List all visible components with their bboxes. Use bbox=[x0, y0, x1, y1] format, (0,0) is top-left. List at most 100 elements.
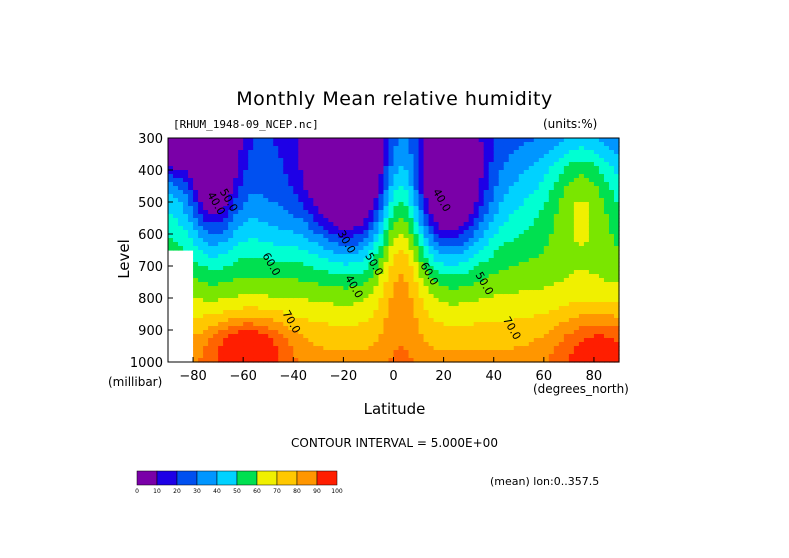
heat-cell bbox=[293, 294, 299, 299]
heat-cell bbox=[188, 158, 194, 163]
heat-cell bbox=[453, 230, 460, 235]
heat-cell bbox=[493, 242, 500, 247]
heat-cell bbox=[538, 330, 545, 335]
heat-cell bbox=[413, 190, 420, 195]
heat-cell bbox=[598, 186, 605, 191]
heat-cell bbox=[588, 158, 595, 163]
heat-cell bbox=[403, 202, 410, 207]
heat-cell bbox=[508, 246, 515, 251]
heat-cell bbox=[273, 298, 279, 303]
heat-cell bbox=[348, 162, 355, 167]
heat-cell bbox=[298, 250, 304, 255]
heat-cell bbox=[498, 254, 505, 259]
heat-cell bbox=[428, 210, 435, 215]
heat-cell bbox=[393, 142, 400, 147]
heat-cell bbox=[238, 318, 244, 323]
heat-cell bbox=[533, 194, 540, 199]
heat-cell bbox=[348, 350, 355, 355]
heat-cell bbox=[263, 266, 269, 271]
heat-cell bbox=[323, 150, 329, 155]
heat-cell bbox=[438, 318, 445, 323]
heat-cell bbox=[328, 322, 334, 327]
heat-cell bbox=[558, 286, 565, 291]
heat-cell bbox=[528, 330, 535, 335]
heat-cell bbox=[543, 354, 550, 359]
heat-cell bbox=[378, 186, 385, 191]
heat-cell bbox=[348, 278, 355, 283]
heat-cell bbox=[293, 350, 299, 355]
heat-cell bbox=[443, 302, 450, 307]
heat-cell bbox=[608, 238, 615, 243]
heat-cell bbox=[223, 178, 229, 183]
heat-cell bbox=[578, 350, 585, 355]
heat-cell bbox=[233, 218, 239, 223]
heat-cell bbox=[533, 242, 540, 247]
heat-cell bbox=[558, 338, 565, 343]
heat-cell bbox=[248, 330, 254, 335]
heat-cell bbox=[323, 246, 329, 251]
heat-cell bbox=[268, 254, 274, 259]
heat-cell bbox=[498, 174, 505, 179]
heat-cell bbox=[533, 282, 540, 287]
heat-cell bbox=[403, 274, 410, 279]
heat-cell bbox=[393, 278, 400, 283]
heat-cell bbox=[543, 270, 550, 275]
heat-cell bbox=[238, 358, 244, 363]
heat-cell bbox=[248, 266, 254, 271]
heat-cell bbox=[313, 186, 319, 191]
heat-cell bbox=[383, 318, 390, 323]
heat-cell bbox=[198, 314, 204, 319]
heat-cell bbox=[473, 342, 480, 347]
heat-cell bbox=[338, 234, 344, 239]
heat-cell bbox=[278, 338, 284, 343]
heat-cell bbox=[398, 330, 405, 335]
heat-cell bbox=[203, 206, 209, 211]
heat-cell bbox=[298, 310, 304, 315]
heat-cell bbox=[328, 234, 334, 239]
heat-cell bbox=[233, 338, 239, 343]
heat-cell bbox=[558, 158, 565, 163]
heat-cell bbox=[398, 278, 405, 283]
heat-cell bbox=[218, 258, 224, 263]
heat-cell bbox=[423, 286, 430, 291]
heat-cell bbox=[308, 354, 314, 359]
heat-cell bbox=[418, 286, 425, 291]
heat-cell bbox=[288, 170, 294, 175]
heat-cell bbox=[318, 294, 324, 299]
heat-cell bbox=[418, 246, 425, 251]
heat-cell bbox=[473, 278, 480, 283]
heat-cell bbox=[613, 358, 620, 363]
heat-cell bbox=[393, 342, 400, 347]
heat-cell bbox=[328, 162, 334, 167]
heat-cell bbox=[308, 142, 314, 147]
heat-cell bbox=[218, 326, 224, 331]
heat-cell bbox=[293, 290, 299, 295]
colorbar-tick-label: 70 bbox=[273, 488, 281, 495]
heat-cell bbox=[208, 182, 214, 187]
heat-cell bbox=[423, 206, 430, 211]
heat-cell bbox=[593, 250, 600, 255]
heat-cell bbox=[588, 202, 595, 207]
heat-cell bbox=[478, 146, 485, 151]
heat-cell bbox=[283, 198, 289, 203]
heat-cell bbox=[318, 290, 324, 295]
heat-cell bbox=[313, 350, 319, 355]
heat-cell bbox=[353, 142, 360, 147]
heat-cell bbox=[578, 270, 585, 275]
heat-cell bbox=[383, 178, 390, 183]
heat-cell bbox=[168, 158, 174, 163]
heat-cell bbox=[423, 266, 430, 271]
heat-cell bbox=[603, 238, 610, 243]
heat-cell bbox=[528, 282, 535, 287]
heat-cell bbox=[218, 318, 224, 323]
heat-cell bbox=[503, 182, 510, 187]
heat-cell bbox=[303, 342, 309, 347]
heat-cell bbox=[233, 198, 239, 203]
heat-cell bbox=[208, 146, 214, 151]
heat-cell bbox=[423, 302, 430, 307]
heat-cell bbox=[458, 334, 465, 339]
heat-cell bbox=[498, 338, 505, 343]
heat-cell bbox=[458, 258, 465, 263]
heat-cell bbox=[548, 222, 555, 227]
heat-cell bbox=[568, 162, 575, 167]
